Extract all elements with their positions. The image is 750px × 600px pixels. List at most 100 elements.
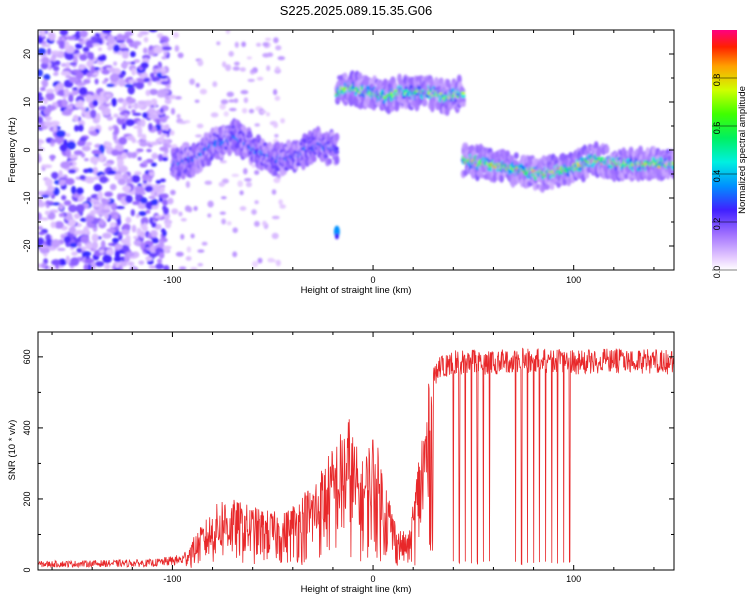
spectrogram-cell	[117, 178, 127, 186]
spectrogram-cell	[91, 241, 99, 250]
spectrogram-cell	[229, 107, 237, 112]
spectrogram-cell	[149, 245, 155, 254]
spectrogram-cell	[38, 111, 42, 117]
spectrogram-cell	[219, 103, 226, 110]
spectrogram-cell	[233, 98, 239, 104]
spectrogram-cell	[155, 179, 161, 185]
spectrogram-cell	[64, 40, 70, 50]
spectrogram-cell	[137, 104, 145, 109]
spectrogram-cell	[77, 100, 84, 108]
spectrogram-cell	[171, 208, 179, 215]
spectrogram-cell	[38, 226, 43, 230]
spectrogram-cell	[63, 200, 72, 206]
spectrogram-cell	[273, 122, 279, 129]
spectrogram-cell	[38, 107, 43, 111]
spectrogram-cell	[334, 155, 340, 165]
spectrogram-cell	[91, 149, 102, 155]
spectrogram-cell	[99, 218, 105, 226]
spectrogram-cell	[66, 35, 77, 41]
spectrogram-cell	[163, 51, 168, 56]
spectrogram-cell	[131, 137, 137, 144]
spectrogram-cell	[151, 76, 160, 82]
spectrogram-cell	[57, 247, 66, 252]
spectrogram-cell	[164, 124, 170, 131]
spectrogram-cell	[67, 104, 73, 110]
spectrogram-cell	[41, 44, 51, 48]
spectrogram-cell	[163, 143, 169, 148]
spectrogram-cell	[242, 168, 248, 175]
spectrogram-cell	[131, 68, 137, 76]
spectrogram-cell	[163, 265, 170, 270]
spectrogram-cell	[148, 107, 155, 115]
spectrogram-cell	[99, 249, 105, 254]
spectrogram-cell	[265, 112, 271, 117]
spectrogram-cell	[151, 205, 159, 210]
spectrogram-cell	[159, 89, 170, 95]
spectrogram-cell	[65, 133, 71, 137]
spectrogram-cell	[165, 84, 171, 89]
spectrogram-cell	[110, 202, 118, 211]
spectrogram-cell	[201, 241, 208, 246]
spectrogram-cell	[85, 141, 93, 147]
spectrogram-cell	[226, 221, 232, 226]
spectrogram-cell	[43, 97, 48, 105]
spectrogram-cell	[54, 221, 64, 229]
spectrogram-cell	[58, 177, 67, 181]
spectrogram-cell	[83, 79, 91, 84]
spectrogram-cell	[158, 252, 165, 259]
spectrogram-cell	[154, 215, 163, 219]
spectrogram-cell	[98, 153, 105, 162]
colorbar-tick-label: 0.8	[712, 74, 722, 87]
spectrogram-cell	[38, 143, 42, 147]
x-tick-label: 0	[371, 275, 376, 285]
spectrogram-cell	[228, 99, 235, 103]
spectrogram-cell	[89, 130, 98, 136]
spectrogram-cell	[137, 33, 144, 38]
spectrogram-cell	[327, 158, 333, 165]
spectrogram-cell	[43, 73, 51, 81]
spectrogram-cell	[41, 56, 50, 64]
spectrogram-cell	[63, 235, 72, 244]
spectrogram-cell	[40, 217, 49, 221]
spectrogram-cell	[124, 113, 129, 118]
spectrogram-cell	[195, 82, 200, 88]
spectrogram-cell	[153, 46, 163, 55]
spectrogram-cell	[140, 217, 149, 226]
spectrogram-cell	[111, 149, 120, 156]
spectrogram-cell	[250, 69, 257, 73]
spectrogram-cell	[138, 211, 147, 217]
spectrogram-cell	[148, 265, 157, 269]
spectrogram-cell	[262, 220, 267, 227]
spectrogram-cell	[91, 233, 99, 243]
spectrogram-cell	[193, 206, 198, 211]
spectrogram-cell	[185, 256, 192, 261]
spectrogram-cell	[40, 262, 47, 269]
spectrogram-cell	[176, 113, 181, 119]
spectrogram-cell	[127, 261, 135, 267]
spectrogram-cell	[92, 43, 101, 47]
spectrogram-cell	[122, 185, 132, 192]
y-tick-label: -10	[22, 191, 32, 204]
spectrogram-cell	[272, 89, 278, 96]
spectrogram-cell	[94, 78, 99, 85]
spectrogram-heatmap	[38, 30, 674, 270]
spectrogram-cell	[148, 122, 153, 131]
x-tick-label: -100	[163, 275, 181, 285]
spectrogram-cell	[178, 266, 187, 270]
spectrogram-cell	[41, 194, 50, 198]
spectrogram-cell	[43, 121, 53, 128]
spectrogram-cell	[254, 123, 260, 127]
spectrogram-cell	[112, 237, 119, 244]
spectrogram-cell	[69, 242, 78, 248]
spectrogram-cell	[102, 254, 113, 264]
y-tick-label: 10	[22, 97, 32, 107]
spectrogram-cell	[42, 164, 53, 169]
spectrogram-cell	[38, 138, 43, 144]
spectrogram-cell	[58, 179, 66, 186]
spectrogram-cell	[160, 133, 168, 138]
spectrogram-cell	[38, 231, 46, 236]
spectrogram-cell	[68, 94, 74, 103]
spectrogram-cell	[334, 233, 339, 240]
